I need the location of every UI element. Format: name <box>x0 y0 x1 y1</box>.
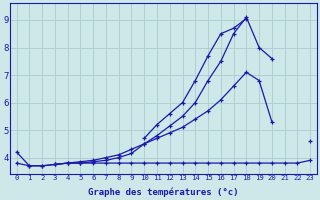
X-axis label: Graphe des températures (°c): Graphe des températures (°c) <box>88 187 239 197</box>
